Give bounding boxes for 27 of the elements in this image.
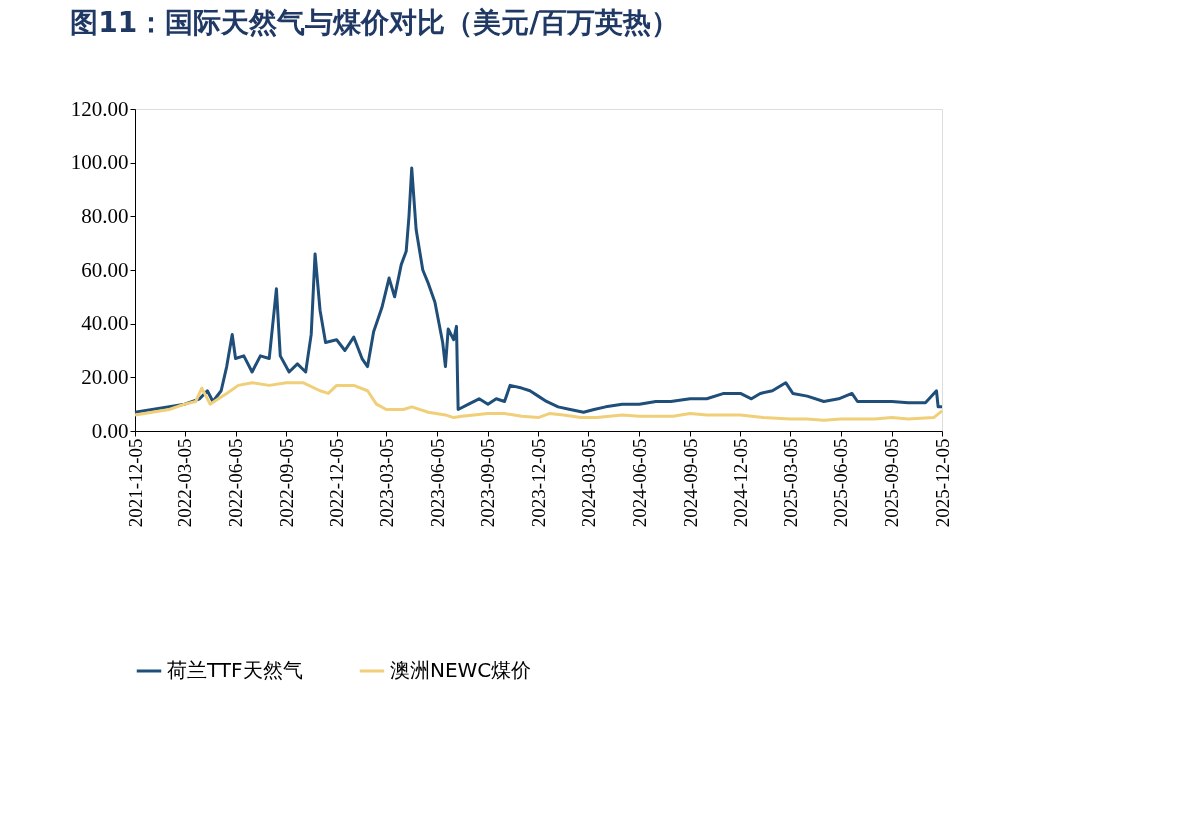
x-tick-label: 2024-12-05: [729, 438, 751, 528]
y-tick-label: 120.00: [70, 96, 129, 121]
x-tick-label: 2024-06-05: [628, 438, 650, 528]
x-tick-label: 2024-03-05: [577, 438, 599, 528]
line-series: [133, 381, 944, 422]
x-tick-label: 2023-09-05: [477, 438, 499, 528]
y-tick-label: 40.00: [81, 311, 129, 336]
chart-title: 图11：国际天然气与煤价对比（美元/百万英热）: [70, 6, 680, 39]
x-tick-label: 2023-12-05: [527, 438, 549, 528]
legend-label: 澳洲NEWC煤价: [390, 658, 532, 682]
x-tick-label: 2025-09-05: [881, 438, 903, 528]
y-tick-label: 100.00: [70, 150, 129, 175]
legend-label: 荷兰TTF天然气: [167, 658, 303, 682]
x-tick-label: 2022-09-05: [275, 438, 297, 528]
x-tick-label: 2025-06-05: [830, 438, 852, 528]
line-series: [133, 166, 944, 414]
x-tick-label: 2025-12-05: [931, 438, 953, 528]
y-tick-label: 80.00: [81, 203, 129, 228]
x-tick-label: 2023-06-05: [426, 438, 448, 528]
x-tick-label: 2022-06-05: [225, 438, 247, 528]
x-tick-label: 2024-09-05: [679, 438, 701, 528]
y-tick-label: 20.00: [81, 364, 129, 389]
y-tick-label: 60.00: [81, 257, 129, 282]
x-tick-label: 2023-03-05: [375, 438, 397, 528]
x-tick-label: 2025-03-05: [779, 438, 801, 528]
x-tick-label: 2022-12-05: [326, 438, 348, 528]
x-tick-label: 2022-03-05: [174, 438, 196, 528]
